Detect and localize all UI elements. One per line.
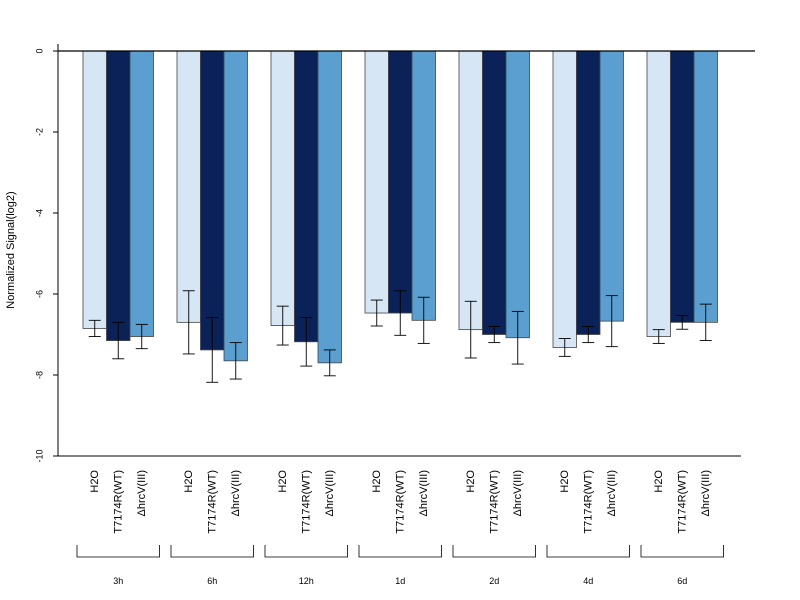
bar-label: ΔhrcV(III): [136, 470, 148, 516]
bar-label: H2O: [89, 470, 101, 493]
bar-label: T7174R(WT): [488, 470, 500, 534]
group-label: 3h: [113, 576, 123, 586]
bar: [294, 50, 319, 343]
bar-label: H2O: [559, 470, 571, 493]
bar-label: T7174R(WT): [112, 470, 124, 534]
group-bracket: [170, 545, 254, 558]
bar: [129, 50, 154, 337]
bar-label: ΔhrcV(III): [230, 470, 242, 516]
y-axis-title: Normalized Signal(log2): [5, 191, 17, 308]
bar: [200, 50, 225, 351]
bar: [505, 50, 530, 339]
bar-label: H2O: [277, 470, 289, 493]
bar: [317, 50, 342, 364]
bar-label: H2O: [653, 470, 665, 493]
group-label: 6h: [207, 576, 217, 586]
bar: [458, 50, 483, 331]
group-bracket: [76, 545, 160, 558]
bar: [552, 50, 577, 348]
y-axis: 0 -2 -4 -6 -8 -10: [34, 44, 741, 463]
bar-label: T7174R(WT): [582, 470, 594, 534]
bar-label: T7174R(WT): [676, 470, 688, 534]
group-bracket: [264, 545, 348, 558]
bars: [82, 50, 718, 364]
group-label: 4d: [583, 576, 593, 586]
y-tick-label: 0: [34, 48, 44, 53]
bar-label: T7174R(WT): [394, 470, 406, 534]
group-label: 1d: [395, 576, 405, 586]
bar: [670, 50, 695, 323]
bar: [223, 50, 248, 362]
bar-label: H2O: [183, 470, 195, 493]
y-tick-label: -8: [34, 371, 44, 379]
group-label: 6d: [677, 576, 687, 586]
bar: [82, 50, 107, 329]
bar-label: ΔhrcV(III): [418, 470, 430, 516]
group-bracket: [358, 545, 442, 558]
group-label: 12h: [299, 576, 314, 586]
bar-label: T7174R(WT): [206, 470, 218, 534]
bar-label: T7174R(WT): [300, 470, 312, 534]
bar-label: H2O: [465, 470, 477, 493]
y-tick-label: -10: [34, 449, 44, 462]
bar: [388, 50, 413, 314]
bar: [411, 50, 436, 321]
bar-label: ΔhrcV(III): [700, 470, 712, 516]
bar: [106, 50, 131, 341]
y-tick-label: -6: [34, 290, 44, 298]
bar: [599, 50, 624, 322]
bar: [270, 50, 295, 326]
bar-label: ΔhrcV(III): [324, 470, 336, 516]
x-axis-labels: H2O T7174R(WT) ΔhrcV(III) H2O T7174R(WT) Δhrc…: [89, 470, 712, 534]
y-tick-label: -2: [34, 128, 44, 136]
group-brackets: 3h 6h 12h 1d 2d 4d 6d: [76, 545, 724, 586]
group-bracket: [452, 545, 536, 558]
bar: [364, 50, 389, 314]
group-bracket: [640, 545, 724, 558]
bar-label: ΔhrcV(III): [606, 470, 618, 516]
bar-label: ΔhrcV(III): [512, 470, 524, 516]
y-tick-label: -4: [34, 209, 44, 217]
bar: [646, 50, 671, 337]
bar: [482, 50, 507, 335]
error-bars: [88, 290, 712, 383]
bar-label: H2O: [371, 470, 383, 493]
group-bracket: [546, 545, 630, 558]
bar: [693, 50, 718, 323]
bar: [176, 50, 201, 323]
bar: [576, 50, 601, 335]
group-label: 2d: [489, 576, 499, 586]
